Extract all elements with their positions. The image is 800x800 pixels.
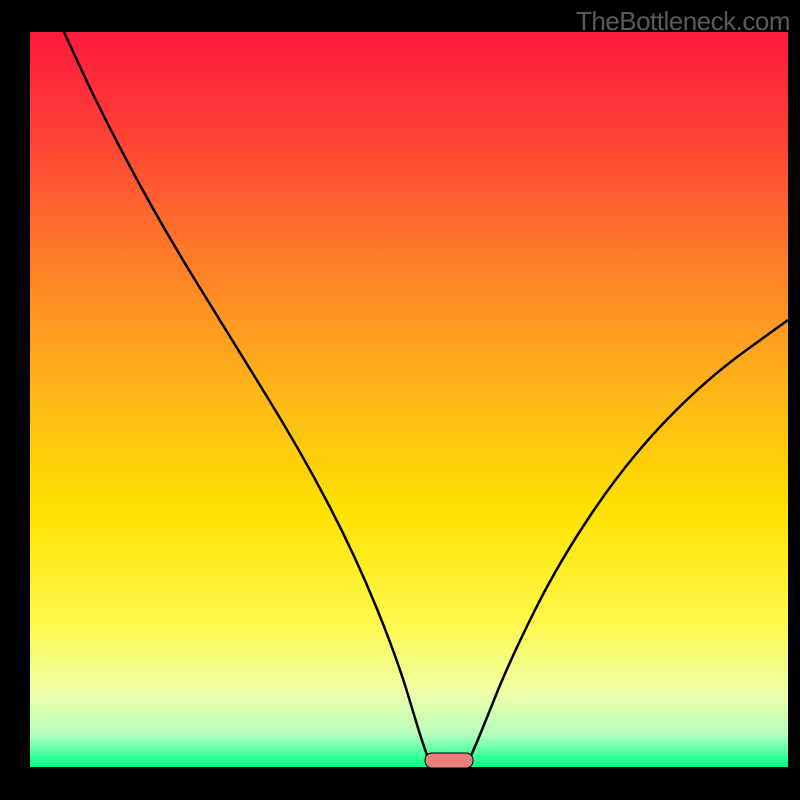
plot-gradient-background: [30, 32, 788, 767]
optimal-marker: [425, 753, 473, 768]
watermark-text: TheBottleneck.com: [576, 6, 790, 37]
bottleneck-chart: [0, 0, 800, 800]
